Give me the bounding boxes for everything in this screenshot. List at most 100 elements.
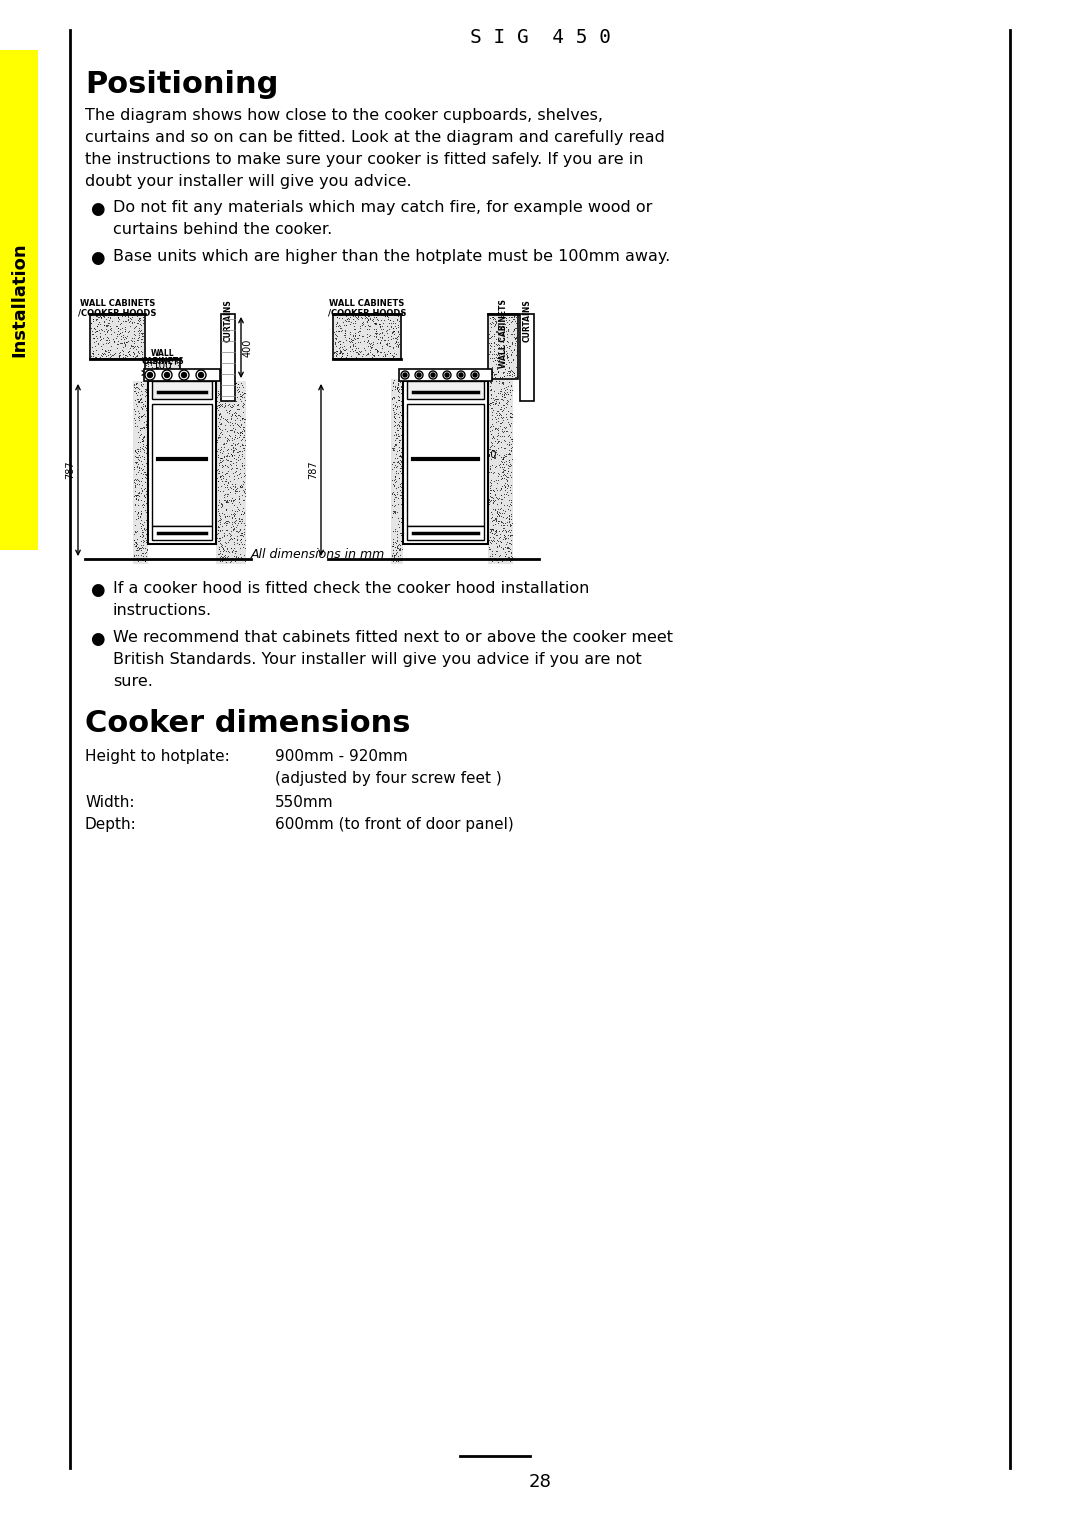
Point bbox=[383, 325, 401, 350]
Point bbox=[348, 345, 365, 370]
Point bbox=[233, 451, 251, 475]
Point bbox=[110, 306, 127, 330]
Point bbox=[500, 494, 517, 518]
Point bbox=[218, 419, 235, 443]
Point bbox=[94, 341, 111, 365]
Point bbox=[387, 446, 404, 471]
Point bbox=[117, 316, 134, 341]
Point bbox=[500, 362, 517, 387]
Point bbox=[351, 316, 368, 341]
Point bbox=[482, 422, 499, 446]
Point bbox=[131, 458, 148, 483]
Point bbox=[215, 431, 232, 455]
Point bbox=[215, 545, 232, 570]
Point bbox=[92, 342, 109, 367]
Point bbox=[491, 529, 509, 553]
Point bbox=[136, 388, 153, 413]
Point bbox=[167, 348, 185, 373]
Point bbox=[86, 345, 104, 370]
Point bbox=[337, 322, 354, 347]
Point bbox=[499, 530, 516, 555]
Point bbox=[229, 527, 246, 552]
Point bbox=[129, 504, 146, 529]
Point bbox=[228, 388, 245, 413]
Point bbox=[222, 526, 240, 550]
Point bbox=[390, 324, 407, 348]
Point bbox=[208, 429, 226, 454]
Point bbox=[224, 498, 241, 523]
Point bbox=[498, 342, 515, 367]
Point bbox=[499, 523, 516, 547]
Point bbox=[499, 329, 516, 353]
Point bbox=[133, 396, 150, 420]
Point bbox=[500, 507, 517, 532]
Point bbox=[109, 318, 126, 342]
Point bbox=[100, 310, 118, 335]
Point bbox=[368, 338, 386, 362]
Point bbox=[362, 339, 379, 364]
Point bbox=[392, 443, 409, 468]
Point bbox=[129, 494, 146, 518]
Point bbox=[218, 408, 235, 432]
Point bbox=[212, 446, 229, 471]
Text: All dimensions in mm: All dimensions in mm bbox=[251, 549, 386, 561]
Bar bbox=[144, 368, 220, 380]
Point bbox=[216, 393, 233, 417]
Point bbox=[490, 348, 508, 373]
Point bbox=[215, 373, 232, 397]
Point bbox=[230, 506, 247, 530]
Point bbox=[139, 353, 157, 377]
Point bbox=[486, 426, 503, 451]
Point bbox=[216, 387, 233, 411]
Point bbox=[113, 338, 131, 362]
Point bbox=[496, 364, 513, 388]
Point bbox=[487, 538, 504, 562]
Point bbox=[496, 494, 513, 518]
Point bbox=[501, 431, 518, 455]
Point bbox=[136, 536, 153, 561]
Point bbox=[131, 536, 148, 561]
Point bbox=[483, 532, 500, 556]
Point bbox=[496, 312, 513, 336]
Point bbox=[237, 481, 254, 506]
Point bbox=[333, 316, 350, 341]
Point bbox=[137, 500, 154, 524]
Point bbox=[131, 403, 148, 428]
Point bbox=[483, 509, 500, 533]
Point bbox=[335, 341, 352, 365]
Point bbox=[112, 327, 130, 351]
Point bbox=[498, 361, 515, 385]
Point bbox=[213, 492, 230, 516]
Bar bbox=[152, 526, 212, 539]
Point bbox=[389, 413, 406, 437]
Point bbox=[487, 351, 504, 376]
Point bbox=[235, 487, 253, 512]
Point bbox=[499, 382, 516, 406]
Point bbox=[495, 419, 512, 443]
Point bbox=[481, 490, 498, 515]
Point bbox=[134, 443, 151, 468]
Point bbox=[134, 523, 151, 547]
Point bbox=[160, 358, 177, 382]
Point bbox=[392, 388, 409, 413]
Point bbox=[486, 387, 503, 411]
Point bbox=[219, 471, 237, 495]
Point bbox=[492, 411, 510, 435]
Point bbox=[357, 322, 375, 347]
Point bbox=[499, 410, 516, 434]
Point bbox=[387, 373, 404, 397]
Point bbox=[343, 303, 361, 327]
Point bbox=[485, 486, 502, 510]
Point bbox=[110, 329, 127, 353]
Point bbox=[366, 344, 383, 368]
Point bbox=[486, 345, 503, 370]
Point bbox=[133, 458, 150, 483]
Point bbox=[486, 313, 503, 338]
Point bbox=[494, 460, 511, 484]
Point bbox=[126, 500, 144, 524]
Point bbox=[230, 414, 247, 439]
Point bbox=[212, 400, 229, 425]
Point bbox=[381, 333, 399, 358]
Point bbox=[232, 527, 249, 552]
Point bbox=[508, 339, 525, 364]
